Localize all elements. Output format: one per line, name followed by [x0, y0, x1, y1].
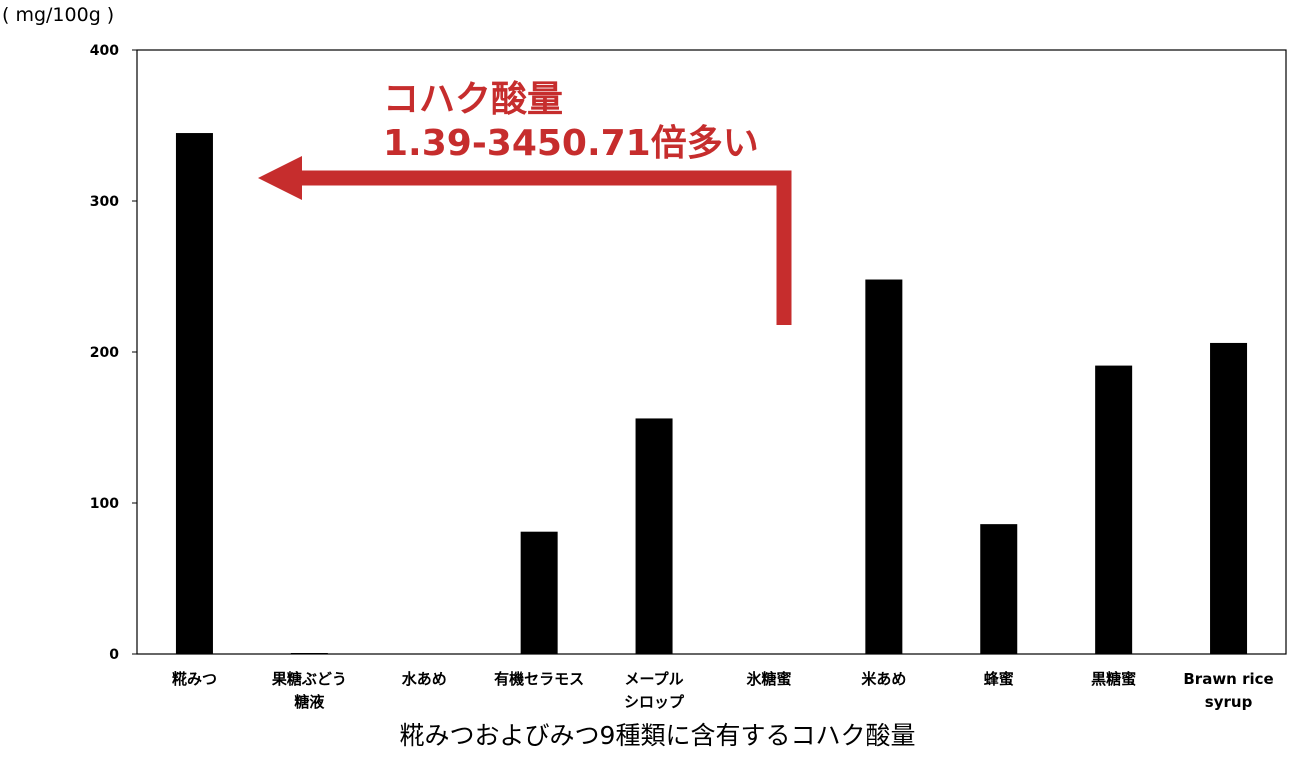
x-category-label: 氷糖蜜 — [746, 670, 791, 688]
y-tick-label: 0 — [109, 647, 119, 663]
annotation-line-2: 1.39-3450.71倍多い — [383, 123, 759, 164]
bars-layer — [175, 133, 1248, 655]
bar — [520, 531, 558, 654]
y-tick-label: 200 — [90, 345, 119, 361]
x-category-label: 糀みつ — [172, 670, 217, 688]
arrow-shaft — [298, 170, 792, 325]
chart-caption: 糀みつおよびみつ9種類に含有するコハク酸量 — [399, 721, 916, 750]
x-category-label: Brawn rice — [1183, 670, 1273, 688]
bar — [865, 279, 903, 654]
x-category-label: 有機セラモス — [494, 670, 584, 688]
bar — [175, 133, 213, 655]
x-category-label: 米あめ — [861, 670, 906, 688]
arrow-head — [258, 156, 302, 200]
ticks-layer: 0 100 200 300 400 — [90, 43, 137, 663]
y-tick-label: 400 — [90, 43, 119, 59]
y-tick-label: 100 — [90, 496, 119, 512]
annotation-line-1: コハク酸量 — [383, 79, 564, 120]
bar — [1095, 365, 1133, 654]
bar — [635, 418, 673, 654]
bar — [290, 653, 328, 654]
annotation-arrow — [258, 156, 792, 325]
x-category-label: 水あめ — [402, 670, 447, 688]
x-category-label: メープル — [624, 670, 683, 688]
y-axis-unit-label: ( mg/100g ) — [2, 4, 115, 26]
bar — [1210, 342, 1248, 654]
x-category-label: 黒糖蜜 — [1091, 670, 1136, 688]
y-tick-label: 300 — [90, 194, 119, 210]
x-category-label: 糖液 — [294, 693, 325, 711]
bar — [980, 524, 1018, 654]
x-category-label: 蜂蜜 — [984, 670, 1014, 688]
x-category-label: syrup — [1205, 693, 1253, 711]
x-category-label: 果糖ぶどう — [271, 670, 347, 688]
annotation-text: コハク酸量 1.39-3450.71倍多い — [383, 78, 759, 166]
x-category-label: シロップ — [624, 693, 685, 711]
